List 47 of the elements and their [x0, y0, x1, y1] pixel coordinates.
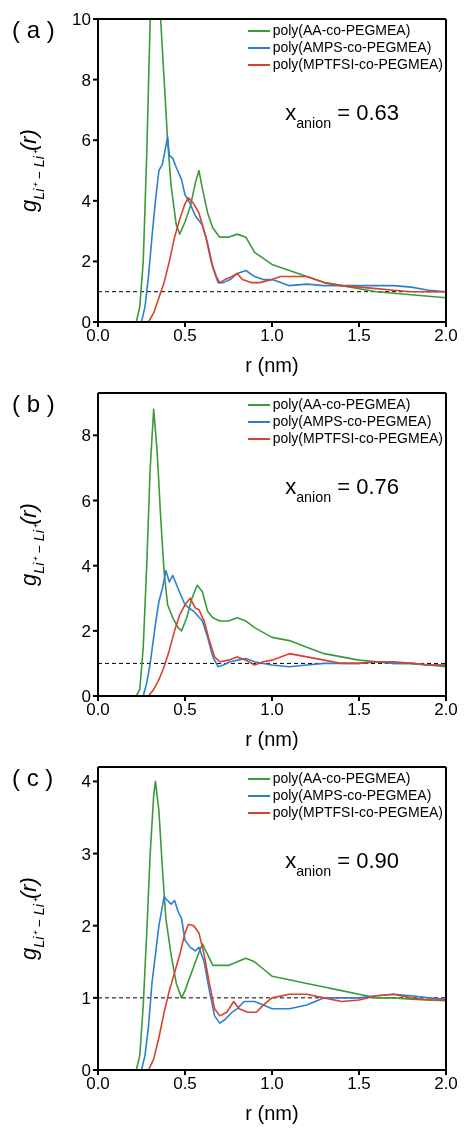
y-tick-label: 4 — [81, 772, 91, 792]
legend-label: poly(AMPS-co-PEGMEA) — [272, 39, 432, 56]
x-tick-label: 2.0 — [434, 1074, 458, 1094]
legend-label: poly(MPTFSI-co-PEGMEA) — [272, 56, 443, 73]
x-tick-label: 1.5 — [347, 326, 371, 346]
line-series — [140, 896, 446, 1070]
y-tick-label: 2 — [81, 621, 91, 641]
x-axis-title: r (nm) — [245, 728, 299, 750]
legend-label: poly(MPTFSI-co-PEGMEA) — [272, 804, 443, 821]
x-tick-label: 2.0 — [434, 700, 458, 720]
y-tick-label: 1 — [81, 988, 91, 1008]
line-series — [147, 196, 446, 322]
y-tick-label: 4 — [81, 191, 91, 211]
legend-label: poly(MPTFSI-co-PEGMEA) — [272, 430, 443, 447]
y-tick-label: 10 — [72, 10, 91, 30]
x-tick-label: 0.5 — [173, 700, 197, 720]
x-axis-title: r (nm) — [245, 1102, 299, 1124]
x-tick-label: 0.5 — [173, 326, 197, 346]
annotation: x$_{anion}$ = 0.63 — [285, 100, 399, 131]
x-tick-label: 1.0 — [260, 700, 284, 720]
annotation: x$_{anion}$ = 0.90 — [285, 848, 399, 879]
y-tick-label: 2 — [81, 252, 91, 272]
x-tick-label: 1.0 — [260, 1074, 284, 1094]
line-series — [147, 923, 446, 1070]
y-tick-label: 4 — [81, 556, 91, 576]
legend-label: poly(AMPS-co-PEGMEA) — [272, 413, 432, 430]
chart-title: ( a ) — [12, 16, 55, 44]
legend-label: poly(AA-co-PEGMEA) — [272, 770, 411, 787]
y-tick-label: 8 — [81, 426, 91, 446]
x-tick-label: 1.5 — [347, 700, 371, 720]
x-axis-title: r (nm) — [245, 354, 299, 376]
chart-title: ( b ) — [12, 390, 55, 418]
chart-title: ( c ) — [12, 764, 54, 792]
annotation: x$_{anion}$ = 0.76 — [285, 474, 399, 505]
y-tick-label: 2 — [81, 916, 91, 936]
x-tick-label: 1.0 — [260, 326, 284, 346]
y-tick-label: 3 — [81, 844, 91, 864]
y-tick-label: 8 — [81, 70, 91, 90]
y-tick-label: 6 — [81, 131, 91, 151]
legend-label: poly(AMPS-co-PEGMEA) — [272, 787, 432, 804]
x-tick-label: 0.5 — [173, 1074, 197, 1094]
line-series — [147, 597, 446, 696]
y-tick-label: 6 — [81, 491, 91, 511]
x-tick-label: 1.5 — [347, 1074, 371, 1094]
legend-label: poly(AA-co-PEGMEA) — [272, 22, 411, 39]
x-tick-label: 2.0 — [434, 326, 458, 346]
legend-label: poly(AA-co-PEGMEA) — [272, 396, 411, 413]
